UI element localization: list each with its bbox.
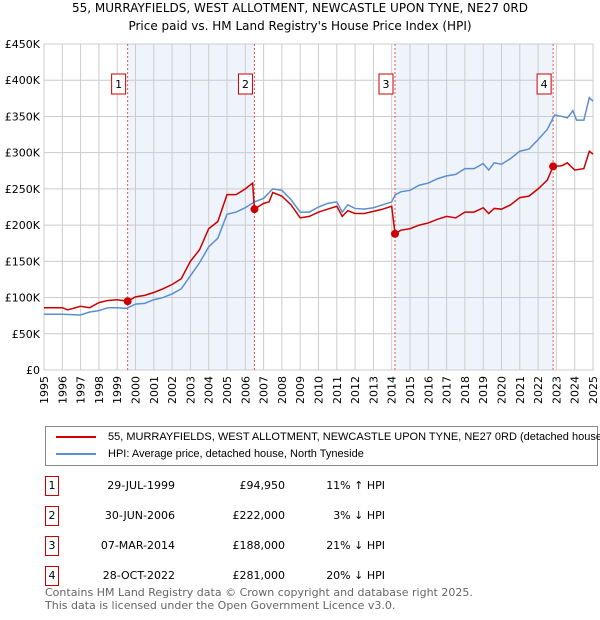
x-tick-label: 2007 bbox=[258, 376, 271, 404]
y-tick-label: £300K bbox=[5, 147, 41, 160]
x-tick-label: 2000 bbox=[130, 376, 143, 404]
sale-number: 1 bbox=[45, 476, 59, 496]
x-tick-label: 2008 bbox=[276, 376, 289, 404]
x-tick-label: 1999 bbox=[111, 376, 124, 404]
legend-swatch-blue bbox=[56, 453, 96, 455]
legend-label: HPI: Average price, detached house, Nort… bbox=[108, 448, 364, 460]
sale-point bbox=[123, 297, 132, 306]
x-tick-label: 2013 bbox=[367, 376, 380, 404]
x-tick-label: 2006 bbox=[239, 376, 252, 404]
sale-hpi-diff: 20% ↓ HPI bbox=[326, 569, 385, 582]
x-tick-label: 2024 bbox=[569, 376, 582, 404]
chart-plot: 1995 1996 1997 1998 1999 2000 2001 2002 2003 2004… bbox=[5, 38, 600, 404]
sale-label-box bbox=[378, 73, 394, 95]
sale-row: 4 28-OCT-2022 £281,000 20% ↓ HPI bbox=[45, 566, 445, 586]
sale-row: 1 29-JUL-1999 £94,950 11% ↑ HPI bbox=[45, 476, 445, 496]
y-tick-label: £50K bbox=[12, 328, 41, 341]
legend-swatch-red bbox=[56, 436, 96, 438]
x-tick-label: 2004 bbox=[203, 376, 216, 404]
y-tick-label: £350K bbox=[5, 110, 41, 123]
x-tick-label: 1995 bbox=[38, 376, 51, 404]
sale-date: 30-JUN-2006 bbox=[104, 509, 175, 522]
legend-label: 55, MURRAYFIELDS, WEST ALLOTMENT, NEWCAS… bbox=[108, 431, 600, 443]
sale-row: 3 07-MAR-2014 £188,000 21% ↓ HPI bbox=[45, 536, 445, 556]
sale-price: £188,000 bbox=[232, 539, 286, 552]
sale-label-box bbox=[237, 73, 253, 95]
x-tick-label: 1996 bbox=[56, 376, 69, 404]
y-tick-label: £100K bbox=[5, 292, 41, 305]
sale-number: 4 bbox=[45, 566, 59, 586]
sale-label-box bbox=[111, 73, 127, 95]
series-line bbox=[44, 96, 594, 316]
sale-label-box bbox=[536, 73, 552, 95]
x-tick-label: 2014 bbox=[386, 376, 399, 404]
y-tick-label: £200K bbox=[5, 219, 41, 232]
x-tick-label: 1997 bbox=[75, 376, 88, 404]
sale-point bbox=[390, 229, 399, 238]
sale-price: £281,000 bbox=[232, 569, 286, 582]
sale-label: 4 bbox=[541, 78, 548, 91]
x-tick-label: 2017 bbox=[441, 376, 454, 404]
y-tick-label: £0 bbox=[26, 364, 40, 377]
x-tick-label: 2016 bbox=[422, 376, 435, 404]
legend-item-hpi: HPI: Average price, detached house, Nort… bbox=[56, 447, 364, 461]
x-tick-label: 2003 bbox=[184, 376, 197, 404]
x-tick-label: 1998 bbox=[93, 376, 106, 404]
x-tick-label: 2022 bbox=[532, 376, 545, 404]
footer-copyright: Contains HM Land Registry data © Crown c… bbox=[45, 586, 473, 599]
sale-label: 1 bbox=[115, 78, 122, 91]
x-tick-label: 2018 bbox=[459, 376, 472, 404]
sale-date: 28-OCT-2022 bbox=[102, 569, 175, 582]
sale-label: 2 bbox=[242, 78, 249, 91]
chart-title: 55, MURRAYFIELDS, WEST ALLOTMENT, NEWCAS… bbox=[71, 1, 529, 15]
sale-hpi-diff: 3% ↓ HPI bbox=[333, 509, 385, 522]
legend-item-property: 55, MURRAYFIELDS, WEST ALLOTMENT, NEWCAS… bbox=[56, 430, 600, 444]
x-tick-label: 2021 bbox=[514, 376, 527, 404]
ownership-shade bbox=[127, 44, 255, 370]
footer-licence: This data is licensed under the Open Gov… bbox=[45, 599, 396, 612]
sale-date: 07-MAR-2014 bbox=[100, 539, 175, 552]
sale-hpi-diff: 11% ↑ HPI bbox=[326, 479, 385, 492]
chart-subtitle: Price paid vs. HM Land Registry's House … bbox=[128, 19, 472, 33]
series-line bbox=[44, 149, 594, 311]
sale-point bbox=[549, 162, 558, 171]
y-tick-label: £150K bbox=[5, 255, 41, 268]
sale-price: £94,950 bbox=[239, 479, 286, 492]
sale-point bbox=[250, 205, 259, 214]
sale-number: 3 bbox=[45, 536, 59, 556]
x-tick-label: 2009 bbox=[294, 376, 307, 404]
y-tick-label: £400K bbox=[5, 74, 41, 87]
x-tick-label: 2023 bbox=[550, 376, 563, 404]
sale-number: 2 bbox=[45, 506, 59, 526]
x-tick-label: 2012 bbox=[349, 376, 362, 404]
x-tick-label: 2001 bbox=[148, 376, 161, 404]
x-tick-label: 2019 bbox=[477, 376, 490, 404]
sale-label: 3 bbox=[382, 78, 389, 91]
sale-row: 2 30-JUN-2006 £222,000 3% ↓ HPI bbox=[45, 506, 445, 526]
x-tick-label: 2020 bbox=[496, 376, 509, 404]
ownership-shade bbox=[394, 44, 554, 370]
legend: 55, MURRAYFIELDS, WEST ALLOTMENT, NEWCAS… bbox=[45, 426, 600, 466]
x-tick-label: 2011 bbox=[331, 376, 344, 404]
y-tick-label: £450K bbox=[5, 38, 41, 51]
sale-price: £222,000 bbox=[232, 509, 286, 522]
plot-border bbox=[43, 43, 594, 371]
x-tick-label: 2005 bbox=[221, 376, 234, 404]
x-tick-label: 2015 bbox=[404, 376, 417, 404]
x-tick-label: 2025 bbox=[587, 376, 600, 404]
sale-date: 29-JUL-1999 bbox=[107, 479, 175, 492]
y-tick-label: £250K bbox=[5, 183, 41, 196]
x-tick-label: 2002 bbox=[166, 376, 179, 404]
sale-hpi-diff: 21% ↓ HPI bbox=[326, 539, 385, 552]
x-tick-label: 2010 bbox=[313, 376, 326, 404]
